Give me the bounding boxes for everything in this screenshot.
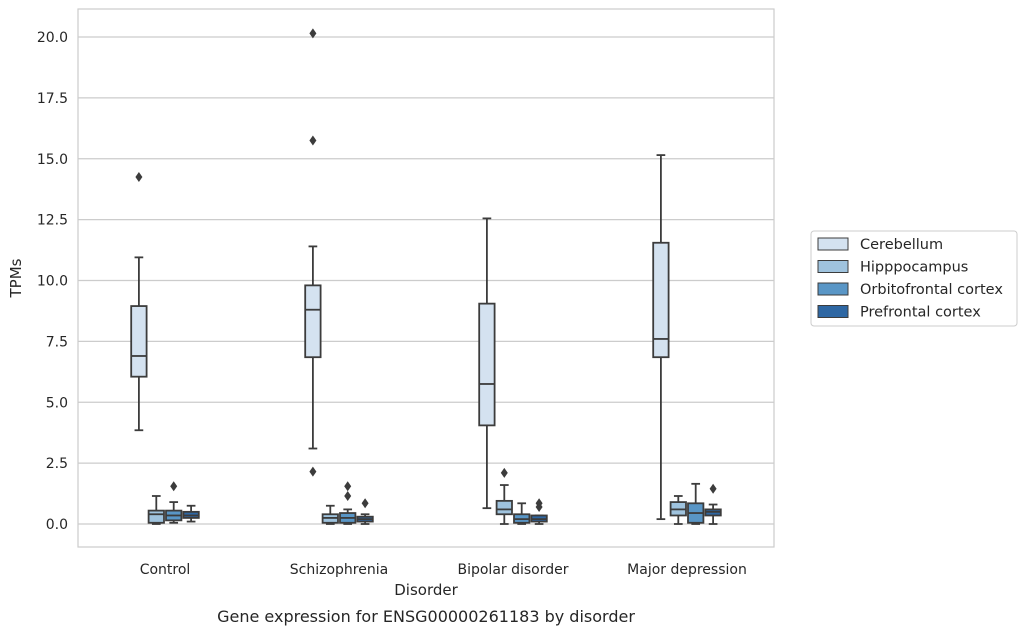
legend-swatch xyxy=(817,260,849,273)
outlier-marker xyxy=(344,481,352,492)
legend-swatch xyxy=(817,237,849,251)
box-iqr xyxy=(495,499,513,516)
chart-caption: Gene expression for ENSG00000261183 by d… xyxy=(217,607,635,626)
legend-swatch xyxy=(817,305,849,318)
box-iqr xyxy=(304,284,322,359)
legend-label: Prefrontal cortex xyxy=(860,305,981,321)
box-orbitofrontal-cortex xyxy=(513,502,531,525)
legend-label: Hipppocampus xyxy=(860,260,968,276)
box-iqr xyxy=(130,305,148,378)
box-prefrontal-cortex xyxy=(530,498,548,525)
x-tick-labels: Control Schizophrenia Bipolar disorder Majo… xyxy=(140,562,747,578)
box-prefrontal-cortex xyxy=(182,504,200,523)
box-cerebellum xyxy=(478,217,496,510)
y-tick-label: 5.0 xyxy=(46,395,68,411)
box-iqr xyxy=(478,302,496,427)
box-cerebellum xyxy=(304,28,322,477)
x-tick-label: Control xyxy=(140,562,191,578)
outlier-marker xyxy=(309,135,317,146)
box-hipppocampus xyxy=(321,504,339,525)
y-tick-label: 10.0 xyxy=(37,274,68,290)
outlier-marker xyxy=(535,498,543,509)
outlier-marker xyxy=(361,498,369,509)
y-tick-label: 20.0 xyxy=(37,30,68,46)
box-iqr xyxy=(652,241,670,359)
outlier-marker xyxy=(344,490,352,501)
legend-frame xyxy=(810,230,1018,327)
y-tick-label: 17.5 xyxy=(37,91,68,107)
x-tick-label: Major depression xyxy=(627,562,747,578)
box-series xyxy=(130,28,722,525)
x-tick-label: Schizophrenia xyxy=(290,562,388,578)
outlier-marker xyxy=(170,481,178,492)
box-prefrontal-cortex xyxy=(356,498,374,525)
plot-frame xyxy=(77,8,775,548)
outlier-marker xyxy=(309,466,317,477)
legend-swatch xyxy=(817,282,849,296)
gridlines xyxy=(78,36,774,525)
box-hipppocampus xyxy=(147,495,165,525)
y-tick-labels: 0.0 2.5 5.0 7.5 10.0 12.5 15.0 17.5 20.0 xyxy=(37,30,68,533)
box-cerebellum xyxy=(130,172,148,432)
y-tick-label: 0.0 xyxy=(46,517,68,533)
outlier-marker xyxy=(500,467,508,478)
y-tick-label: 15.0 xyxy=(37,152,68,168)
y-axis-label: TPMs xyxy=(7,258,25,298)
outlier-marker xyxy=(309,28,317,39)
outlier-marker xyxy=(135,172,143,183)
legend-label: Cerebellum xyxy=(860,237,943,253)
box-orbitofrontal-cortex xyxy=(687,482,705,525)
box-orbitofrontal-cortex xyxy=(165,481,183,524)
legend: Cerebellum Hipppocampus Orbitofrontal cort… xyxy=(810,230,1018,327)
outlier-marker xyxy=(709,483,717,494)
legend-label: Orbitofrontal cortex xyxy=(860,282,1003,298)
box-orbitofrontal-cortex xyxy=(339,481,357,525)
box-iqr xyxy=(147,509,165,524)
y-tick-label: 12.5 xyxy=(37,213,68,229)
box-hipppocampus xyxy=(495,467,513,525)
box-hipppocampus xyxy=(669,495,687,525)
y-tick-label: 2.5 xyxy=(46,456,68,472)
x-tick-label: Bipolar disorder xyxy=(457,562,568,578)
y-tick-label: 7.5 xyxy=(46,334,68,350)
box-prefrontal-cortex xyxy=(704,483,722,525)
x-axis-label: Disorder xyxy=(394,581,458,599)
box-cerebellum xyxy=(652,154,670,521)
